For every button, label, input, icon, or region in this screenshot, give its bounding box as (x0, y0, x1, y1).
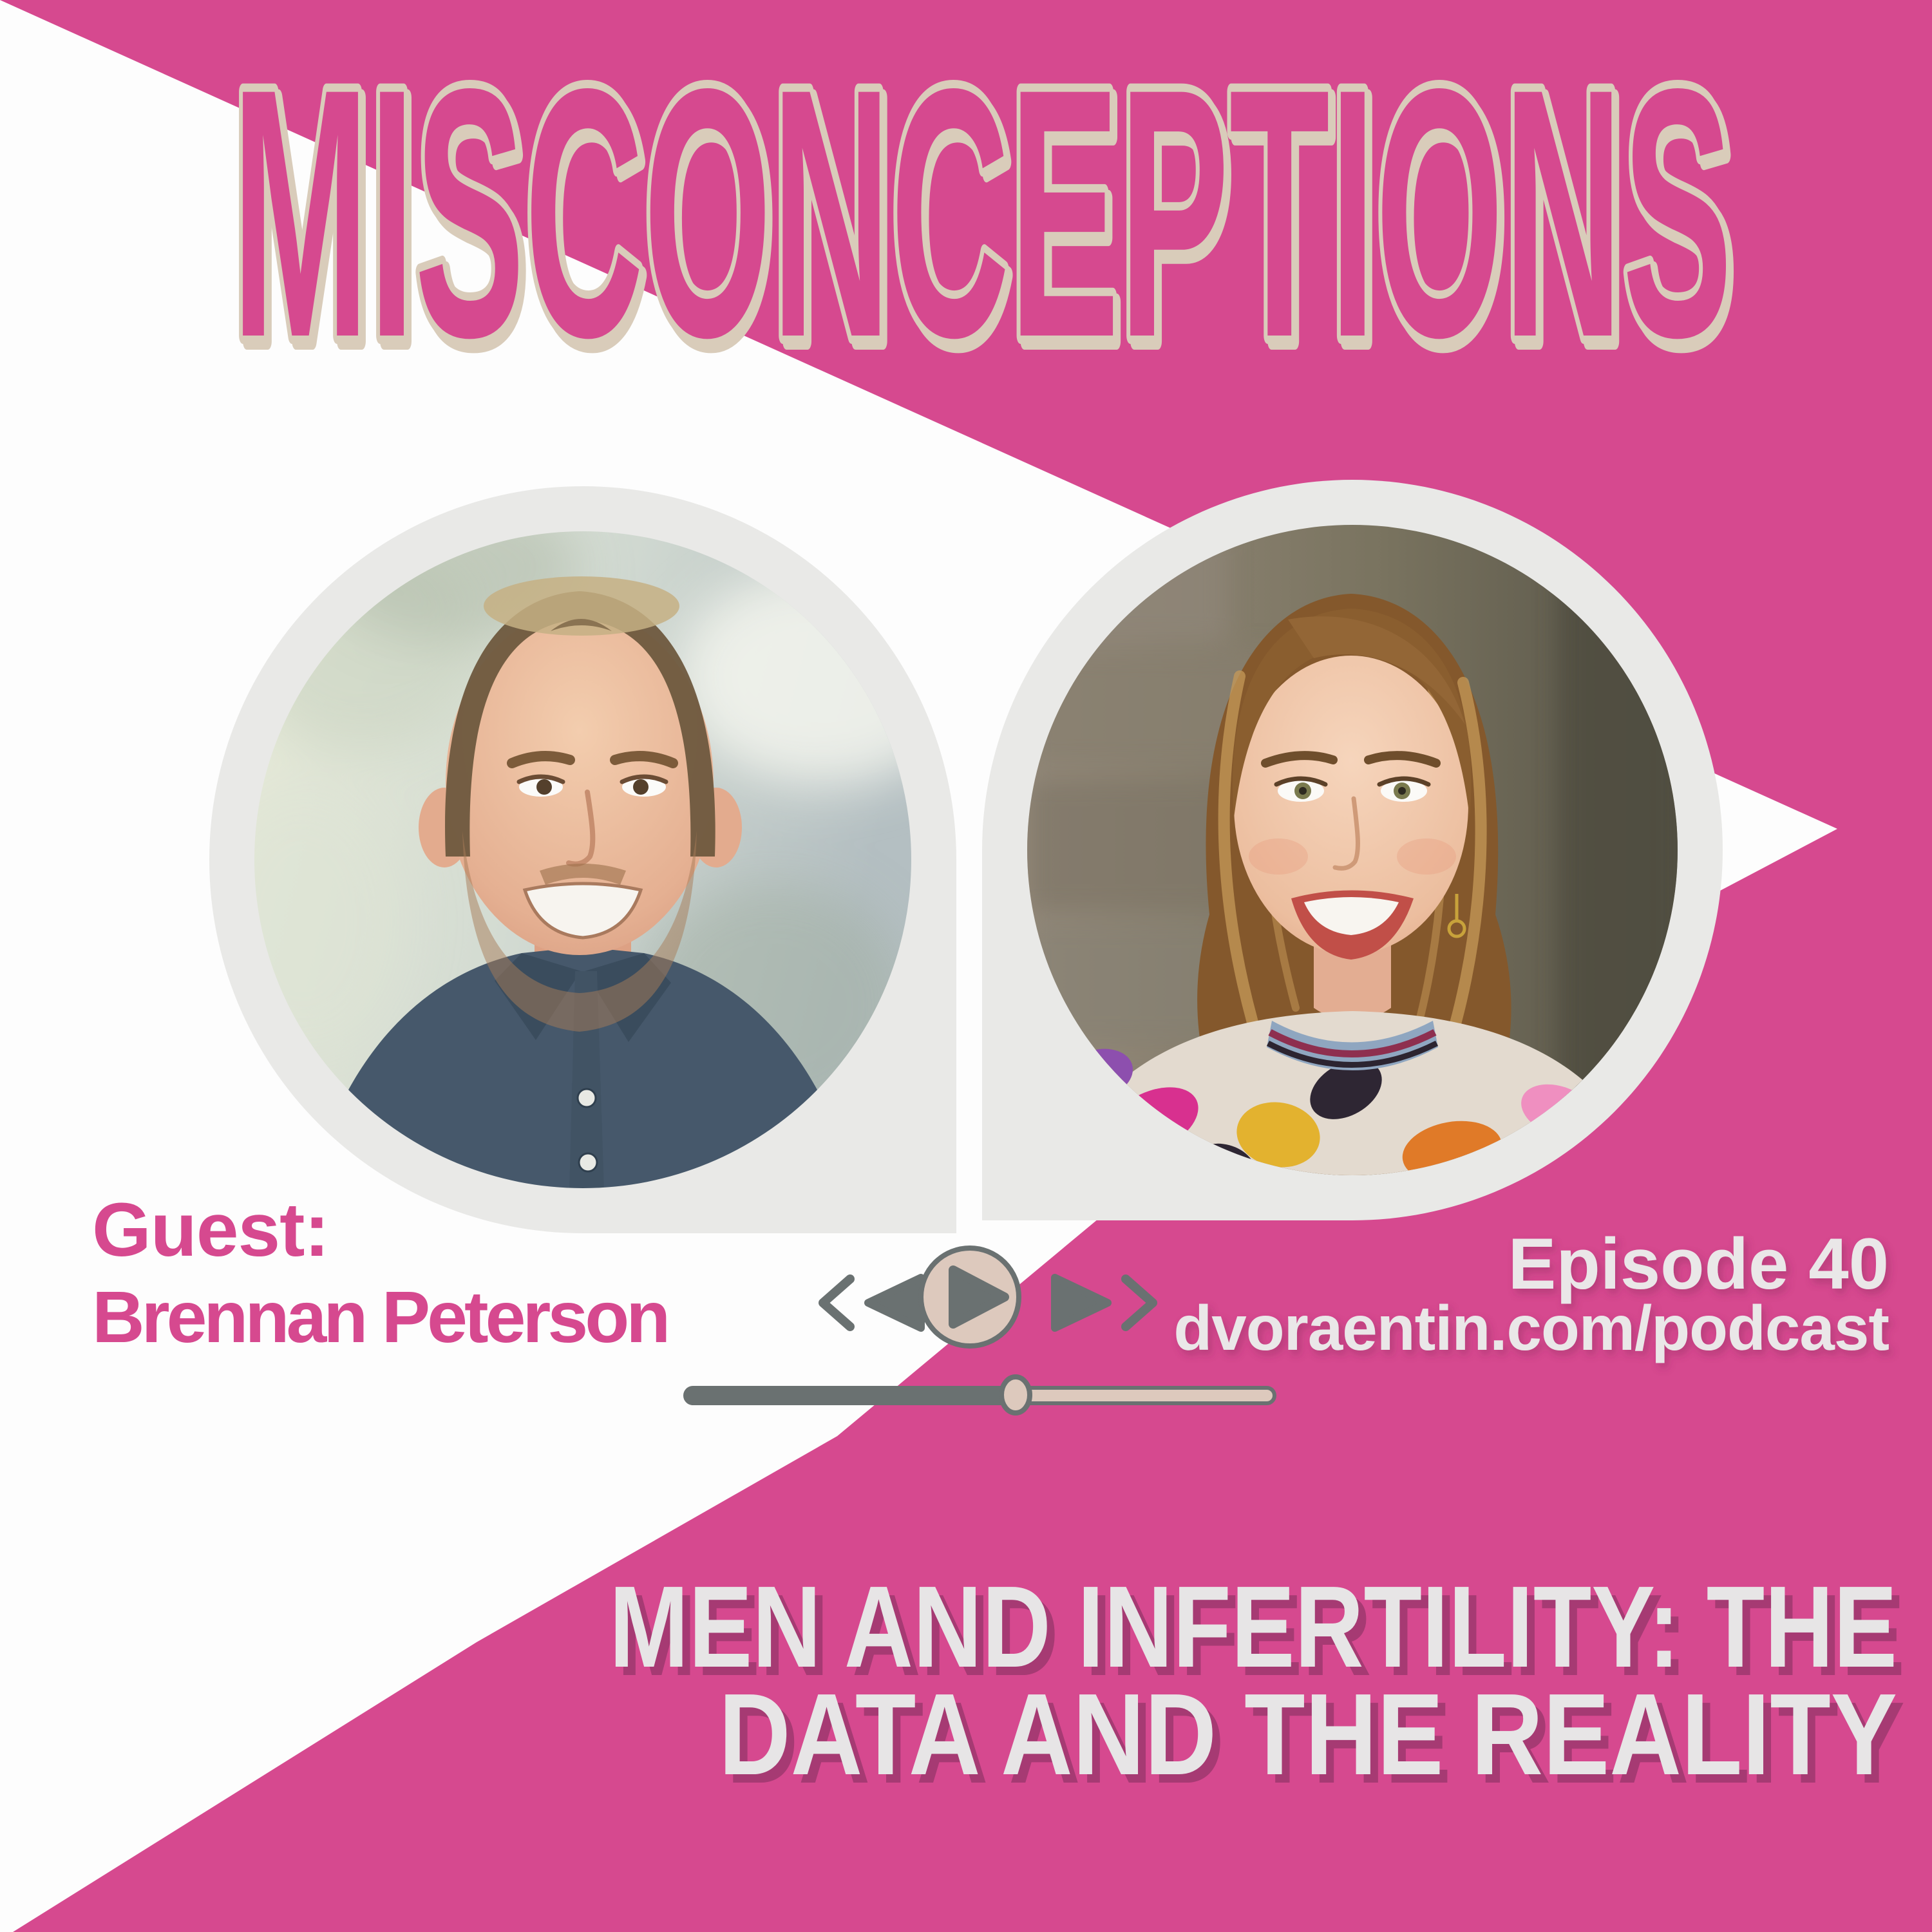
host-face (1234, 656, 1468, 954)
episode-title-line2: DATA AND THE REALITY (719, 1670, 1897, 1799)
episode-block: Episode 40 dvoraentin.com/podcast (1173, 1224, 1889, 1363)
play-button[interactable] (918, 1245, 1021, 1349)
skip-forward-button[interactable] (1051, 1274, 1157, 1332)
guest-face (446, 610, 714, 955)
guest-photo (254, 531, 911, 1188)
skip-forward-icon (1051, 1274, 1157, 1332)
progress-track-played (685, 1388, 1016, 1403)
guest-name: Brennan Peterson (92, 1276, 667, 1358)
avatar-guest (209, 486, 956, 1233)
player-controls (683, 1245, 1276, 1416)
episode-label: Episode 40 (1508, 1224, 1889, 1304)
show-title-shadow: MISCONCEPTIONS (236, 21, 1736, 417)
episode-title: MEN AND INFERTILITY: THE DATA AND THE RE… (609, 1562, 1905, 1808)
progress-knob[interactable] (999, 1374, 1032, 1416)
episode-title-line2-shadow: DATA AND THE REALITY (726, 1678, 1905, 1808)
show-title-text: MISCONCEPTIONS (232, 15, 1732, 411)
guest-block: Guest: Brennan Peterson (92, 1188, 670, 1358)
play-icon (949, 1265, 1009, 1329)
episode-title-line1: MEN AND INFERTILITY: THE (609, 1562, 1897, 1692)
avatar-host (982, 480, 1723, 1220)
show-title: MISCONCEPTIONS MISCONCEPTIONS (223, 6, 1745, 425)
episode-title-line1-shadow: MEN AND INFERTILITY: THE (617, 1571, 1905, 1700)
guest-label: Guest: (92, 1188, 329, 1273)
episode-url: dvoraentin.com/podcast (1173, 1293, 1889, 1363)
progress-bar[interactable] (683, 1374, 1276, 1416)
